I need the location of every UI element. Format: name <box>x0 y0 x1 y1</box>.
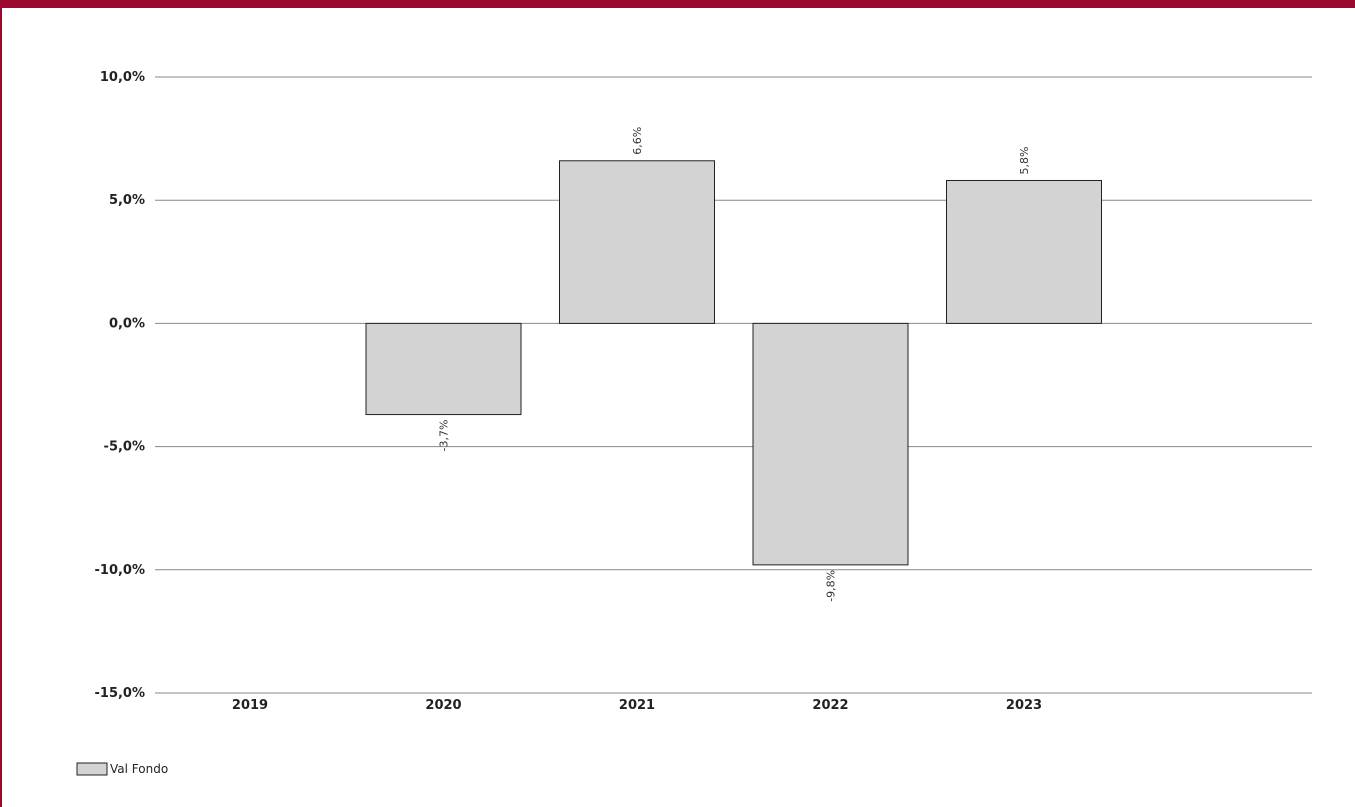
bar <box>366 323 521 414</box>
data-labels: -3,7% 6,6% -9,8% 5,8% <box>438 127 1032 602</box>
data-label: -9,8% <box>825 570 838 602</box>
y-tick-label: -5,0% <box>104 440 145 455</box>
data-label: -3,7% <box>438 420 451 452</box>
data-label: 5,8% <box>1018 147 1031 175</box>
x-tick-label: 2023 <box>1006 698 1042 713</box>
bar <box>947 180 1102 323</box>
legend-label: Val Fondo <box>110 762 168 776</box>
bar <box>753 323 908 564</box>
y-tick-label: 5,0% <box>109 193 145 208</box>
legend: Val Fondo <box>77 762 168 776</box>
y-axis-ticks: 10,0% 5,0% 0,0% -5,0% -10,0% -15,0% <box>95 70 146 701</box>
bars <box>366 161 1102 565</box>
y-tick-label: -15,0% <box>95 686 146 701</box>
y-tick-label: 10,0% <box>100 70 145 85</box>
grid-lines <box>155 77 1312 693</box>
x-tick-label: 2022 <box>812 698 848 713</box>
y-tick-label: -10,0% <box>95 563 146 578</box>
x-tick-label: 2019 <box>232 698 268 713</box>
x-tick-label: 2020 <box>425 698 461 713</box>
bar <box>560 161 715 324</box>
legend-swatch <box>77 763 107 775</box>
y-tick-label: 0,0% <box>109 316 145 331</box>
data-label: 6,6% <box>631 127 644 155</box>
x-axis-ticks: 2019 2020 2021 2022 2023 <box>232 698 1042 713</box>
x-tick-label: 2021 <box>619 698 655 713</box>
